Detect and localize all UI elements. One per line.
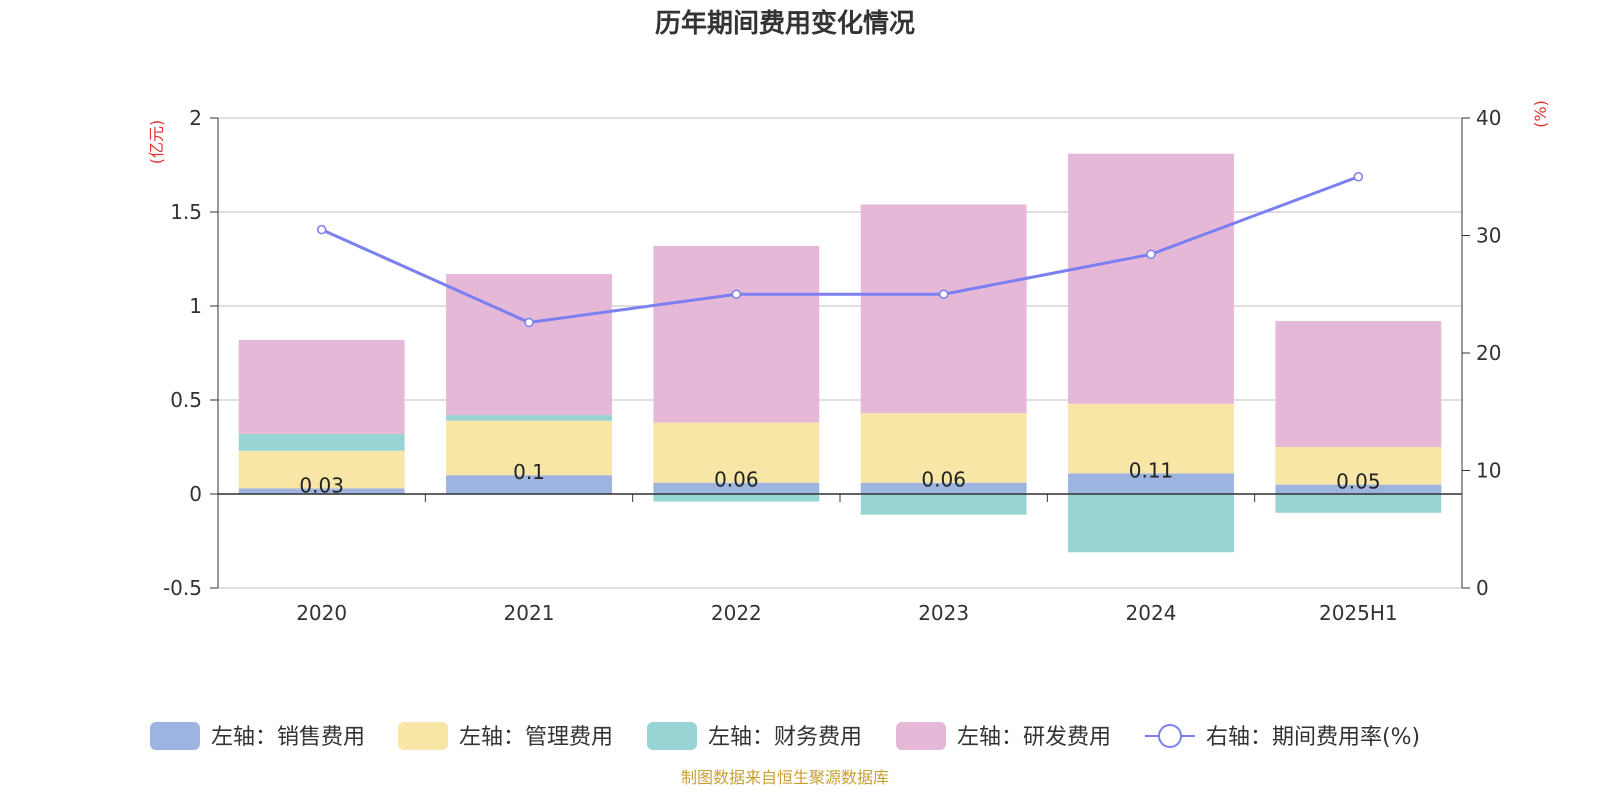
sales-data-label: 0.06	[714, 468, 759, 492]
category-label: 2022	[711, 601, 762, 625]
right-axis-unit: (%)	[1531, 100, 1550, 128]
category-label: 2020	[296, 601, 347, 625]
rate-point-2022	[731, 289, 742, 299]
bar-0-2020	[238, 488, 405, 494]
left-tick-label: 2	[189, 106, 202, 130]
bar-1-2023	[860, 413, 1027, 483]
right-tick-label: 20	[1476, 341, 1501, 365]
right-tick-label: 30	[1476, 224, 1501, 248]
left-tick-label: -0.5	[163, 576, 202, 600]
rate-line	[316, 172, 1364, 328]
category-label: 2023	[918, 601, 969, 625]
legend-swatch-1	[398, 722, 448, 750]
right-tick-label: 0	[1476, 576, 1489, 600]
bar-2-2020	[238, 433, 405, 451]
category-label: 2024	[1126, 601, 1177, 625]
sales-data-label: 0.06	[921, 468, 966, 492]
category-label: 2025H1	[1319, 601, 1398, 625]
bar-1-2020	[238, 450, 405, 489]
legend-label-2: 左轴：财务费用	[708, 725, 862, 750]
bar-2-2025H1	[1275, 494, 1442, 513]
bar-1-2022	[653, 422, 820, 483]
legend-swatch-0	[150, 722, 200, 750]
bar-0-2025H1	[1275, 484, 1442, 494]
left-tick-label: 1.5	[170, 200, 202, 224]
sales-data-label: 0.1	[513, 460, 545, 484]
bar-2-2022	[653, 494, 820, 502]
legend-label-4: 右轴：期间费用率(%)	[1206, 725, 1420, 750]
bar-3-2025H1	[1275, 321, 1442, 447]
sales-data-label: 0.05	[1336, 470, 1381, 494]
legend-circle-swatch	[1158, 724, 1182, 748]
legend-label-0: 左轴：销售费用	[211, 725, 365, 750]
bar-1-2025H1	[1275, 447, 1442, 485]
chart-title: 历年期间费用变化情况	[655, 8, 915, 39]
rate-point-2020	[316, 224, 327, 235]
source-note: 制图数据来自恒生聚源数据库	[681, 768, 889, 787]
rate-point-2023	[938, 289, 949, 299]
axes: 2 1.5 1 0.5 0 -0.5 40 30 20 10 0 (亿元) (%) 2020 2021 202…	[147, 100, 1550, 625]
bar-0-2022	[653, 482, 820, 494]
rate-point-2021	[524, 317, 534, 328]
legend-swatch-3	[896, 722, 946, 750]
left-axis-unit: (亿元)	[147, 120, 166, 165]
bar-3-2022	[653, 245, 820, 423]
bar-3-2020	[238, 339, 405, 434]
legend-label-3: 左轴：研发费用	[957, 725, 1111, 750]
legend-label-1: 左轴：管理费用	[459, 725, 613, 750]
legend: 左轴：销售费用 左轴：管理费用 左轴：财务费用 左轴：研发费用 右轴：期间费用率(%)	[150, 722, 1420, 750]
rate-point-2024	[1146, 249, 1156, 260]
bar-0-2021	[446, 475, 612, 494]
bar-1-2024	[1068, 403, 1234, 474]
sales-data-label: 0.03	[299, 473, 344, 497]
bar-0-2023	[860, 482, 1027, 494]
left-tick-label: 0	[189, 482, 202, 506]
bars	[238, 153, 1442, 553]
bar-0-2024	[1068, 473, 1234, 494]
rate-line-path	[321, 175, 1359, 324]
right-tick-label: 40	[1476, 106, 1501, 130]
left-tick-label: 0.5	[170, 388, 202, 412]
rate-point-2025H1	[1353, 172, 1364, 182]
right-tick-label: 10	[1476, 459, 1501, 483]
bar-3-2024	[1068, 153, 1234, 404]
left-tick-label: 1	[189, 294, 202, 318]
bar-1-2021	[446, 420, 612, 476]
bar-2-2023	[860, 494, 1027, 515]
data-labels: 0.03 0.1 0.06 0.06 0.11 0.05	[299, 458, 1380, 497]
bar-2-2024	[1068, 494, 1234, 553]
sales-data-label: 0.11	[1129, 458, 1174, 482]
bar-2-2021	[446, 415, 612, 421]
legend-swatch-2	[647, 722, 697, 750]
bar-3-2023	[860, 204, 1027, 414]
category-label: 2021	[504, 601, 555, 625]
